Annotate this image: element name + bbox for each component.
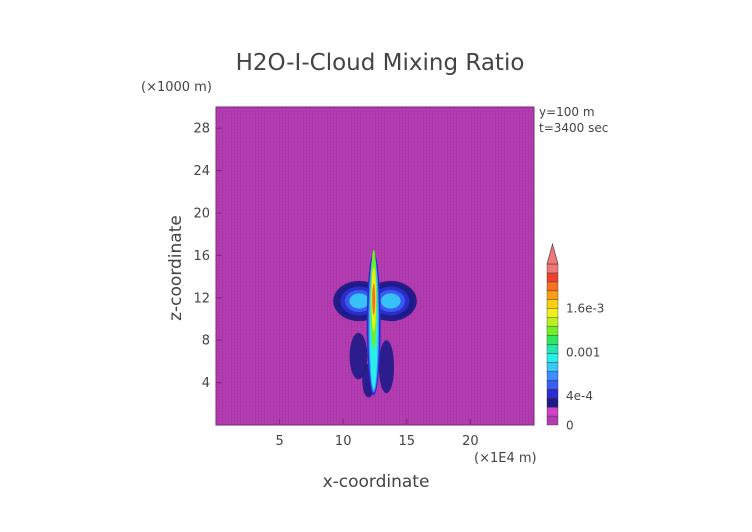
y-axis-label: z-coordinate: [166, 215, 186, 321]
colorbar-segment: [546, 389, 559, 399]
chart-title: H2O-I-Cloud Mixing Ratio: [236, 50, 525, 76]
y-tick-label: 4: [202, 376, 210, 391]
plot-area: [215, 106, 535, 426]
colorbar-segment: [546, 290, 559, 300]
y-tick-label: 24: [193, 164, 210, 179]
colorbar-tick-label: 4e-4: [566, 389, 593, 403]
x-tick-label: 15: [399, 434, 416, 449]
colorbar-tick-label: 0: [566, 419, 574, 433]
x-axis-label: x-coordinate: [323, 472, 430, 492]
colorbar-segment: [546, 353, 559, 363]
annotation-y: y=100 m: [539, 105, 595, 119]
colorbar-segment: [546, 397, 559, 408]
x-tick-label: 10: [335, 434, 352, 449]
colorbar-extend-arrow: [546, 242, 559, 265]
y-axis: 4 8 12 16 20 24 28: [193, 122, 222, 391]
x-axis: 5 10 15 20: [275, 419, 479, 449]
y-units-label: (×1000 m): [141, 80, 212, 95]
x-tick-label: 5: [275, 434, 283, 449]
colorbar: [546, 242, 559, 426]
colorbar-segment: [546, 263, 559, 274]
plot-frame: [215, 106, 535, 426]
y-tick-label: 16: [193, 249, 210, 264]
colorbar-segment: [546, 371, 559, 381]
anvil-contour: [380, 293, 401, 309]
y-tick-label: 12: [193, 291, 210, 306]
colorbar-tick-label: 0.001: [566, 345, 600, 359]
y-tick-label: 8: [202, 334, 210, 349]
colorbar-segment: [546, 344, 559, 354]
colorbar-tick-label: 1.6e-3: [566, 301, 604, 315]
cloud-field: [333, 249, 417, 398]
y-tick-label: 20: [193, 207, 210, 222]
colorbar-segment: [546, 406, 559, 417]
annotation-time: t=3400 sec: [539, 121, 608, 135]
colorbar-segment: [546, 272, 559, 283]
colorbar-segment: [546, 281, 559, 292]
colorbar-segment: [546, 326, 559, 336]
x-units-label: (×1E4 m): [474, 451, 537, 466]
colorbar-labels: 0 4e-4 0.001 1.6e-3: [566, 301, 604, 432]
anvil-contour: [349, 293, 370, 309]
colorbar-segment: [546, 317, 559, 327]
colorbar-segment: [546, 362, 559, 372]
trail-contour: [349, 332, 368, 380]
y-tick-label: 28: [193, 122, 210, 137]
trail-contour: [378, 340, 395, 394]
x-tick-label: 20: [462, 434, 479, 449]
colorbar-segment: [546, 299, 559, 309]
colorbar-segment: [546, 335, 559, 345]
core-contour: [372, 283, 376, 316]
colorbar-segment: [546, 415, 559, 426]
colorbar-segment: [546, 308, 559, 318]
colorbar-segment: [546, 380, 559, 390]
